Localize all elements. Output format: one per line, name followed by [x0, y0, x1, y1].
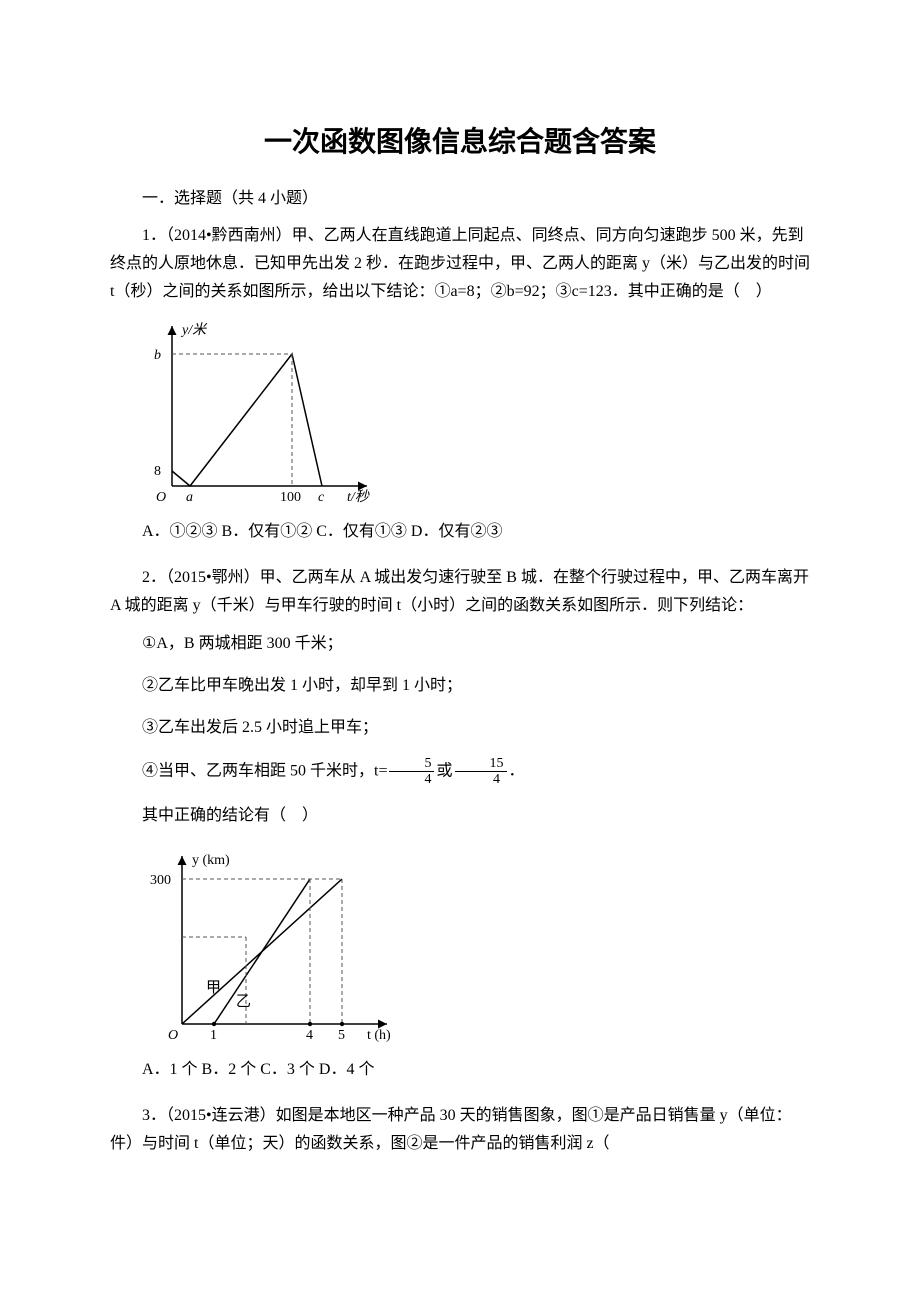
q1-options: A．①②③ B．仅有①② C．仅有①③ D．仅有②③ — [110, 518, 810, 546]
q2-x-label: t (h) — [367, 1028, 391, 1043]
q2-stmt4-mid: 或 — [436, 763, 452, 780]
page-container: 一次函数图像信息综合题含答案 一．选择题（共 4 小题） 1．（2014•黔西南… — [0, 0, 920, 1302]
q1-x-label: t/秒 — [347, 489, 370, 505]
q2-x4: 4 — [306, 1028, 313, 1043]
q2-y-label: y (km) — [192, 853, 230, 868]
q2-label-yi: 乙 — [236, 994, 251, 1010]
q2-text: 2．（2015•鄂州）甲、乙两车从 A 城出发匀速行驶至 B 城．在整个行驶过程… — [110, 564, 810, 620]
q2-x1: 1 — [210, 1028, 217, 1043]
q1-origin: O — [156, 490, 166, 505]
q1-y-label: y/米 — [180, 322, 208, 338]
q1-8-tick: 8 — [154, 464, 161, 479]
q2-stmt2: ②乙车比甲车晚出发 1 小时，却早到 1 小时； — [110, 672, 810, 700]
q2-stmt3: ③乙车出发后 2.5 小时追上甲车； — [110, 714, 810, 742]
q2-x5: 5 — [338, 1028, 345, 1043]
q2-label-jia: 甲 — [206, 980, 221, 996]
q2-origin: O — [168, 1028, 178, 1043]
section-header: 一．选择题（共 4 小题） — [110, 184, 810, 208]
q2-stmt1: ①A，B 两城相距 300 千米； — [110, 630, 810, 658]
q2-300-tick: 300 — [150, 873, 171, 888]
q3-text: 3．（2015•连云港）如图是本地区一种产品 30 天的销售图象，图①是产品日销… — [110, 1102, 810, 1158]
q2-frac1: 54 — [389, 756, 434, 788]
q1-b-tick: b — [154, 348, 161, 363]
q2-stmt4-suffix: ． — [509, 763, 525, 780]
q1-graph: y/米 t/秒 b 8 O a 100 c — [142, 316, 810, 506]
q1-a-tick: a — [186, 490, 193, 505]
q2-stmt4-prefix: ④当甲、乙两车相距 50 千米时，t= — [142, 763, 387, 780]
q2-stmt5: 其中正确的结论有（ ） — [110, 802, 810, 830]
q1-c-tick: c — [318, 490, 325, 505]
q1-text: 1．（2014•黔西南州）甲、乙两人在直线跑道上同起点、同终点、同方向匀速跑步 … — [110, 222, 810, 306]
q1-100-tick: 100 — [280, 490, 301, 505]
q2-stmt4: ④当甲、乙两车相距 50 千米时，t=54或154． — [110, 756, 810, 788]
document-title: 一次函数图像信息综合题含答案 — [110, 120, 810, 160]
q2-graph: y (km) t (h) 300 O 1 4 5 甲 乙 — [142, 844, 810, 1044]
q2-frac2: 154 — [455, 756, 507, 788]
q2-options: A．1 个 B．2 个 C．3 个 D．4 个 — [110, 1056, 810, 1084]
